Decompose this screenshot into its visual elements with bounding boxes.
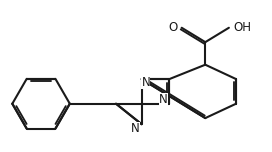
Text: N: N (131, 122, 140, 135)
Text: N: N (159, 93, 168, 106)
Text: OH: OH (233, 21, 251, 34)
Text: O: O (168, 21, 178, 34)
Text: N: N (141, 76, 150, 89)
